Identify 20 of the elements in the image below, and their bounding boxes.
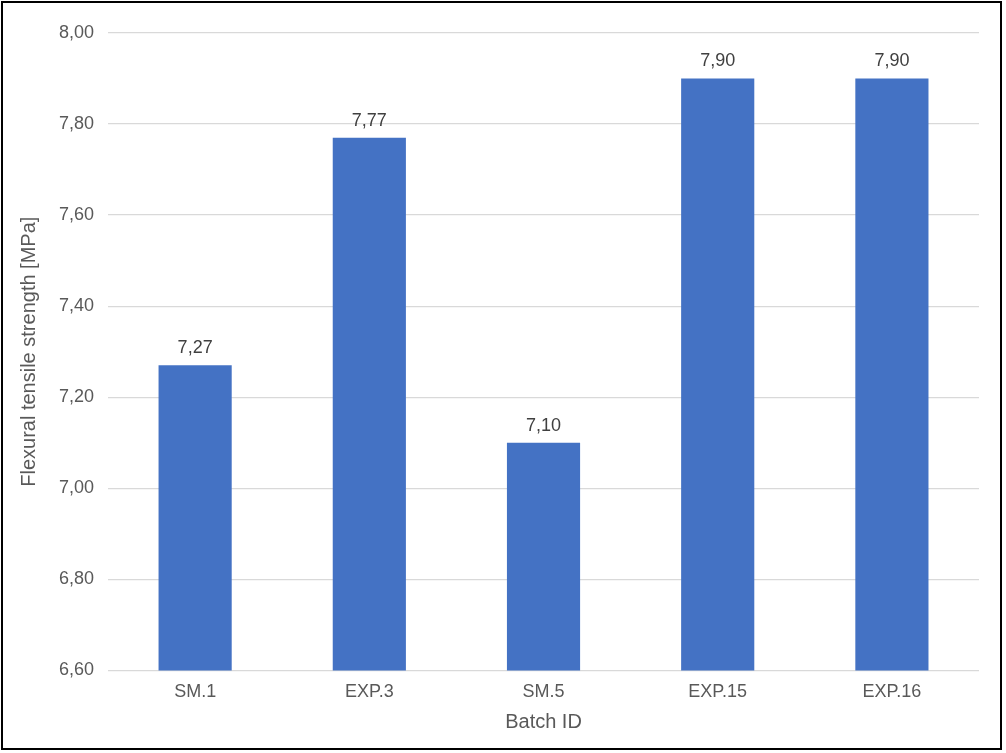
data-label: 7,77 bbox=[351, 109, 387, 130]
x-tick-label: SM.1 bbox=[174, 681, 217, 702]
x-axis-title: Batch ID bbox=[505, 709, 582, 732]
x-tick-label: SM.5 bbox=[522, 681, 565, 702]
data-label: 7,10 bbox=[525, 414, 562, 435]
data-label: 7,27 bbox=[177, 337, 213, 358]
data-label: 7,90 bbox=[874, 50, 910, 71]
y-tick-label: 7,20 bbox=[58, 386, 95, 407]
y-tick-label: 7,00 bbox=[58, 477, 95, 498]
y-tick-label: 6,60 bbox=[58, 659, 95, 680]
x-tick-label: EXP.3 bbox=[344, 681, 394, 702]
y-tick-label: 7,40 bbox=[58, 295, 95, 316]
data-label: 7,90 bbox=[700, 50, 736, 71]
y-tick-label: 8,00 bbox=[58, 21, 95, 42]
y-tick-label: 6,80 bbox=[58, 568, 95, 589]
y-tick-label: 7,80 bbox=[58, 113, 95, 134]
x-tick-label: EXP.15 bbox=[688, 681, 748, 702]
x-tick-label: EXP.16 bbox=[862, 681, 922, 702]
y-axis-title: Flexural tensile strength [MPa] bbox=[16, 216, 39, 487]
y-tick-label: 7,60 bbox=[58, 204, 95, 225]
